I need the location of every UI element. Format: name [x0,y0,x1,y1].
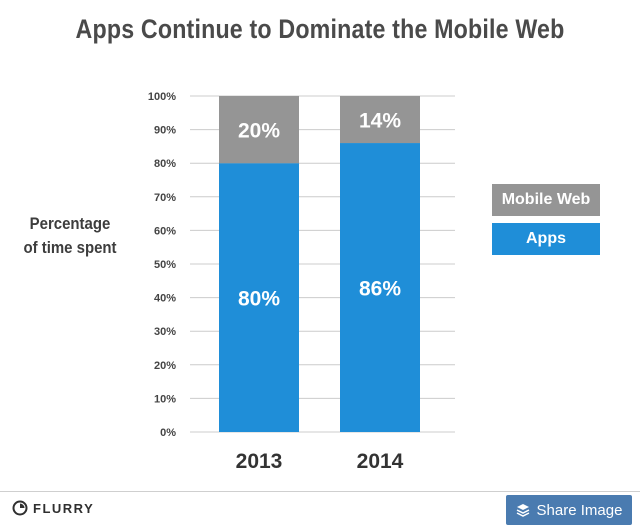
data-label: 14% [359,110,401,133]
y-tick-label: 100% [148,91,176,103]
y-tick-label: 20% [154,360,176,372]
legend-item-apps: Apps [492,223,600,255]
layers-icon [516,503,530,517]
bar-segment-mobile-web [340,96,420,144]
bar-segment-mobile-web [219,96,299,164]
y-tick-label: 40% [154,293,176,305]
bar-segment-apps [219,163,299,432]
flurry-logo-icon [12,500,28,516]
y-axis-label-line: Percentage [29,214,111,233]
stacked-bar-chart: 0% 10% 20% 30% 40% 50% 60% 70% 80% 90% 100% 80% 20% 2… [148,91,455,473]
share-image-button[interactable]: Share Image [506,495,632,525]
y-tick-label: 30% [154,326,176,338]
data-label: 86% [359,278,401,301]
y-tick-label: 10% [154,393,176,405]
y-tick-label: 80% [154,158,176,170]
legend-label: Apps [526,230,566,247]
y-axis-label-line: of time spent [23,238,117,257]
y-axis-label: Percentage of time spent [15,212,124,260]
x-tick-label: 2014 [357,450,404,473]
y-tick-label: 70% [154,192,176,204]
flurry-brand: FLURRY [12,500,94,516]
y-tick-label: 60% [154,225,176,237]
data-label: 80% [238,288,280,311]
bar-segment-apps [340,143,420,433]
y-tick-label: 0% [160,427,176,439]
share-image-label: Share Image [536,501,623,519]
y-tick-label: 90% [154,125,176,137]
footer-bar: FLURRY Share Image [0,491,640,527]
y-tick-label: 50% [154,259,176,271]
brand-name: FLURRY [33,500,95,516]
x-tick-label: 2013 [236,450,283,473]
legend-label: Mobile Web [501,191,591,208]
chart-title: Apps Continue to Dominate the Mobile Web [75,14,565,44]
legend-item-mobile-web: Mobile Web [492,184,600,216]
data-label: 20% [238,120,280,143]
